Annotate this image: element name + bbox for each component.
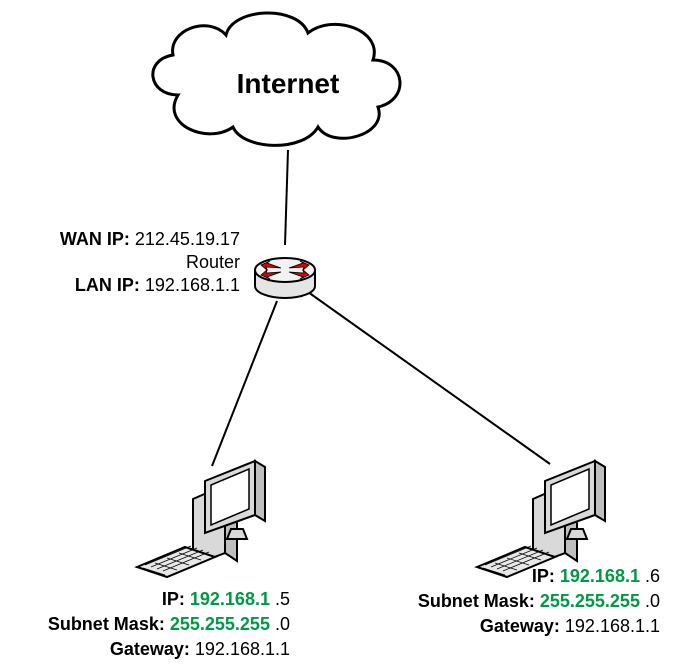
pc2-ip-key: IP: xyxy=(532,566,555,586)
pc1-ip-green: 192.168.1 xyxy=(190,589,270,609)
svg-text:IP: 192.168.1: IP: 192.168.1 .5 xyxy=(162,589,290,609)
pc2-mask-key: Subnet Mask: xyxy=(418,591,535,611)
link-router-pc2 xyxy=(308,292,550,464)
pc1-gw-key: Gateway: xyxy=(110,639,190,659)
network-diagram: Internet WAN IP: 212.45.19.17 Router LAN… xyxy=(0,0,676,669)
svg-text:WAN IP: 212.45.1: WAN IP: 212.45.19.17 xyxy=(60,229,240,249)
pc2-mask-green: 255.255.255 xyxy=(540,591,640,611)
pc1-icon xyxy=(137,461,265,577)
router-icon xyxy=(255,258,315,298)
pc1-labels: IP: 192.168.1 .5 Subnet Mask: 255.255.25… xyxy=(48,589,290,659)
pc1-gw-val: 192.168.1.1 xyxy=(195,639,290,659)
svg-text:IP: 192.168.1: IP: 192.168.1 .6 xyxy=(532,566,660,586)
pc1-mask-tail: .0 xyxy=(275,614,290,634)
pc2-ip-green: 192.168.1 xyxy=(560,566,640,586)
pc2-gw-val: 192.168.1.1 xyxy=(565,616,660,636)
pc2-ip-tail: .6 xyxy=(645,566,660,586)
pc1-mask-green: 255.255.255 xyxy=(170,614,270,634)
svg-text:Gateway: 192.168: Gateway: 192.168.1.1 xyxy=(480,616,660,636)
svg-text:Subnet Mask: 255: Subnet Mask: 255.255.255 .0 xyxy=(418,591,660,611)
link-router-pc1 xyxy=(212,301,277,466)
svg-text:Gateway: 192.168: Gateway: 192.168.1.1 xyxy=(110,639,290,659)
pc2-icon xyxy=(477,461,605,577)
pc2-mask-tail: .0 xyxy=(645,591,660,611)
link-cloud-router xyxy=(285,150,288,245)
svg-text:LAN IP: 192.168.: LAN IP: 192.168.1.1 xyxy=(75,275,240,295)
internet-cloud: Internet xyxy=(153,13,400,145)
pc2-labels: IP: 192.168.1 .6 Subnet Mask: 255.255.25… xyxy=(418,566,660,636)
router-labels: WAN IP: 212.45.19.17 Router LAN IP: 192.… xyxy=(60,229,240,295)
cloud-label: Internet xyxy=(237,68,340,99)
router-wanip-key: WAN IP: xyxy=(60,229,130,249)
router-lanip-val: 192.168.1.1 xyxy=(145,275,240,295)
router-lanip-key: LAN IP: xyxy=(75,275,140,295)
router-wanip-val: 212.45.19.17 xyxy=(135,229,240,249)
svg-text:Subnet Mask: 255: Subnet Mask: 255.255.255 .0 xyxy=(48,614,290,634)
pc2-gw-key: Gateway: xyxy=(480,616,560,636)
router-name: Router xyxy=(186,252,240,272)
pc1-ip-tail: .5 xyxy=(275,589,290,609)
pc1-mask-key: Subnet Mask: xyxy=(48,614,165,634)
pc1-ip-key: IP: xyxy=(162,589,185,609)
